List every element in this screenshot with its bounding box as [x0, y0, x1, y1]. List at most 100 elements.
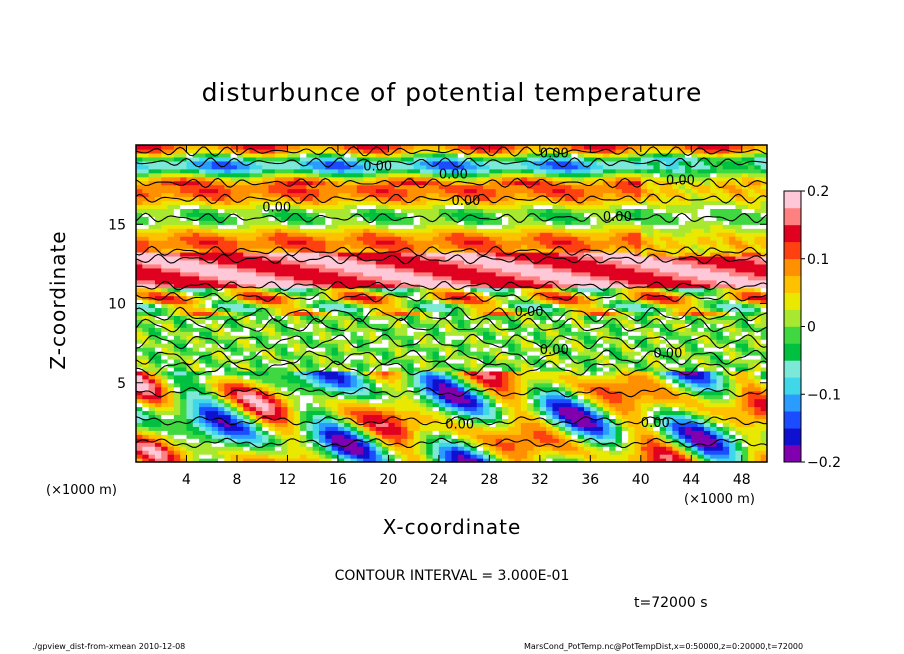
- heatmap-cell: [205, 299, 213, 305]
- heatmap-cell: [748, 394, 755, 400]
- heatmap-cell: [382, 426, 389, 431]
- heatmap-cell: [558, 402, 566, 408]
- heatmap-cell: [287, 406, 295, 412]
- heatmap-cell: [337, 319, 345, 324]
- heatmap-cell: [255, 267, 263, 273]
- heatmap-cell: [691, 307, 699, 313]
- heatmap-cell: [300, 434, 307, 439]
- heatmap-cell: [445, 283, 453, 289]
- heatmap-cell: [438, 355, 446, 360]
- heatmap-cell: [590, 295, 598, 301]
- heatmap-cell: [754, 446, 762, 451]
- heatmap-cell: [375, 303, 383, 309]
- heatmap-cell: [375, 358, 383, 364]
- heatmap-cell: [154, 311, 162, 316]
- heatmap-cell: [710, 450, 718, 455]
- heatmap-cell: [167, 287, 175, 293]
- heatmap-cell: [748, 414, 755, 420]
- heatmap-cell: [476, 339, 484, 344]
- heatmap-cell: [218, 358, 225, 364]
- heatmap-cell: [344, 386, 352, 392]
- heatmap-cell: [735, 386, 743, 392]
- heatmap-cell: [565, 355, 572, 360]
- heatmap-cell: [533, 446, 541, 451]
- heatmap-cell: [293, 446, 301, 451]
- heatmap-cell: [653, 422, 661, 427]
- heatmap-cell: [571, 335, 579, 340]
- heatmap-cell: [716, 458, 724, 462]
- heatmap-cell: [691, 339, 699, 344]
- heatmap-cell: [262, 347, 270, 352]
- heatmap-cell: [224, 430, 232, 435]
- heatmap-cell: [432, 311, 440, 316]
- heatmap-cell: [533, 331, 541, 336]
- heatmap-cell: [312, 271, 320, 277]
- heatmap-cell: [464, 323, 472, 328]
- heatmap-cell: [457, 446, 465, 451]
- heatmap-cell: [577, 454, 585, 459]
- heatmap-cell: [722, 358, 730, 364]
- heatmap-cell: [558, 299, 566, 305]
- heatmap-cell: [167, 458, 175, 462]
- heatmap-cell: [236, 458, 244, 462]
- heatmap-cell: [180, 311, 188, 316]
- heatmap-cell: [230, 438, 238, 443]
- heatmap-cell: [186, 422, 194, 427]
- heatmap-cell: [653, 458, 661, 462]
- heatmap-cell: [754, 291, 762, 297]
- heatmap-cell: [318, 430, 326, 435]
- heatmap-cell: [602, 303, 610, 309]
- heatmap-cell: [243, 279, 251, 285]
- heatmap-cell: [546, 374, 554, 380]
- heatmap-cell: [577, 418, 585, 423]
- heatmap-cell: [684, 426, 692, 431]
- heatmap-cell: [350, 339, 358, 344]
- heatmap-cell: [640, 390, 648, 396]
- heatmap-cell: [476, 287, 484, 293]
- heatmap-cell: [369, 378, 377, 384]
- heatmap-cell: [533, 271, 541, 277]
- heatmap-cell: [539, 279, 547, 285]
- heatmap-cell: [205, 263, 213, 269]
- heatmap-cell: [375, 442, 383, 447]
- heatmap-cell: [666, 362, 673, 368]
- heatmap-cell: [211, 355, 219, 360]
- heatmap-cell: [634, 319, 642, 324]
- heatmap-cell: [647, 402, 655, 408]
- heatmap-cell: [218, 319, 225, 324]
- heatmap-cell: [337, 327, 345, 332]
- heatmap-cell: [760, 362, 767, 368]
- heatmap-cell: [716, 398, 724, 404]
- heatmap-cell: [489, 331, 497, 336]
- heatmap-cell: [520, 410, 528, 416]
- heatmap-cell: [508, 343, 516, 348]
- heatmap-cell: [192, 446, 200, 451]
- heatmap-cell: [666, 347, 673, 352]
- heatmap-cell: [369, 418, 377, 423]
- heatmap-cell: [136, 307, 143, 313]
- heatmap-cell: [274, 430, 282, 435]
- heatmap-cell: [173, 351, 181, 356]
- heatmap-cell: [552, 303, 560, 309]
- heatmap-cell: [464, 279, 472, 285]
- heatmap-cell: [659, 426, 667, 431]
- heatmap-cell: [268, 382, 276, 388]
- heatmap-cell: [173, 335, 181, 340]
- heatmap-cell: [514, 323, 522, 328]
- heatmap-cell: [148, 442, 156, 447]
- heatmap-cell: [684, 386, 692, 392]
- heatmap-cell: [407, 291, 415, 297]
- heatmap-cell: [394, 422, 402, 427]
- heatmap-cell: [363, 299, 371, 305]
- heatmap-cell: [281, 374, 289, 380]
- heatmap-cell: [300, 382, 307, 388]
- heatmap-cell: [243, 339, 251, 344]
- heatmap-cell: [691, 378, 699, 384]
- heatmap-cell: [369, 307, 377, 313]
- heatmap-cell: [199, 450, 207, 455]
- heatmap-cell: [615, 327, 623, 332]
- heatmap-cell: [394, 335, 402, 340]
- heatmap-cell: [590, 331, 598, 336]
- heatmap-cell: [230, 446, 238, 451]
- heatmap-cell: [520, 390, 528, 396]
